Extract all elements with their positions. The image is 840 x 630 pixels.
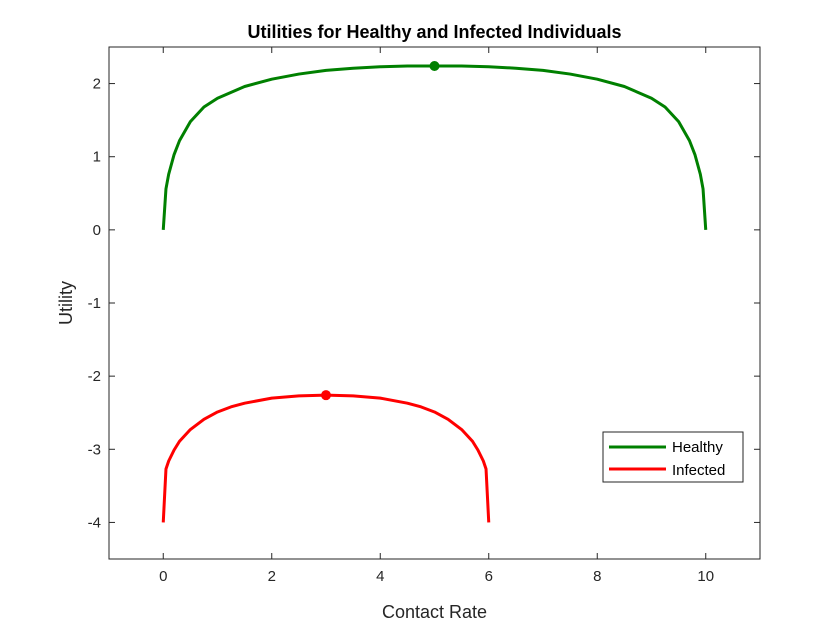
x-tick-label-3: 6 bbox=[485, 568, 493, 585]
x-tick-label-4: 8 bbox=[593, 568, 601, 585]
y-axis-label: Utility bbox=[56, 281, 76, 325]
series-lines bbox=[161, 61, 708, 523]
x-tick-label-1: 2 bbox=[268, 568, 276, 585]
legend-box bbox=[602, 431, 744, 483]
y-tick-label-5: -3 bbox=[88, 441, 101, 458]
y-tick-label-1: 1 bbox=[93, 149, 101, 166]
axis-ticks bbox=[109, 47, 760, 559]
x-axis-label: Contact Rate bbox=[382, 602, 487, 622]
y-tick-label-0: 2 bbox=[93, 76, 101, 93]
y-tick-label-2: 0 bbox=[93, 222, 101, 239]
x-tick-label-5: 10 bbox=[697, 568, 714, 585]
y-tick-label-3: -1 bbox=[88, 295, 101, 312]
y-tick-label-6: -4 bbox=[88, 514, 101, 531]
x-tick-label-2: 4 bbox=[376, 568, 384, 585]
legend-label-healthy: Healthy bbox=[672, 439, 723, 456]
legend: Healthy Infected bbox=[602, 431, 744, 483]
optimum-marker-healthy bbox=[429, 61, 440, 72]
chart-title: Utilities for Healthy and Infected Indiv… bbox=[247, 22, 621, 42]
optimum-marker-infected bbox=[321, 390, 331, 401]
x-tick-label-0: 0 bbox=[159, 568, 167, 585]
y-tick-label-4: -2 bbox=[88, 368, 101, 385]
legend-label-infected: Infected bbox=[672, 462, 725, 479]
